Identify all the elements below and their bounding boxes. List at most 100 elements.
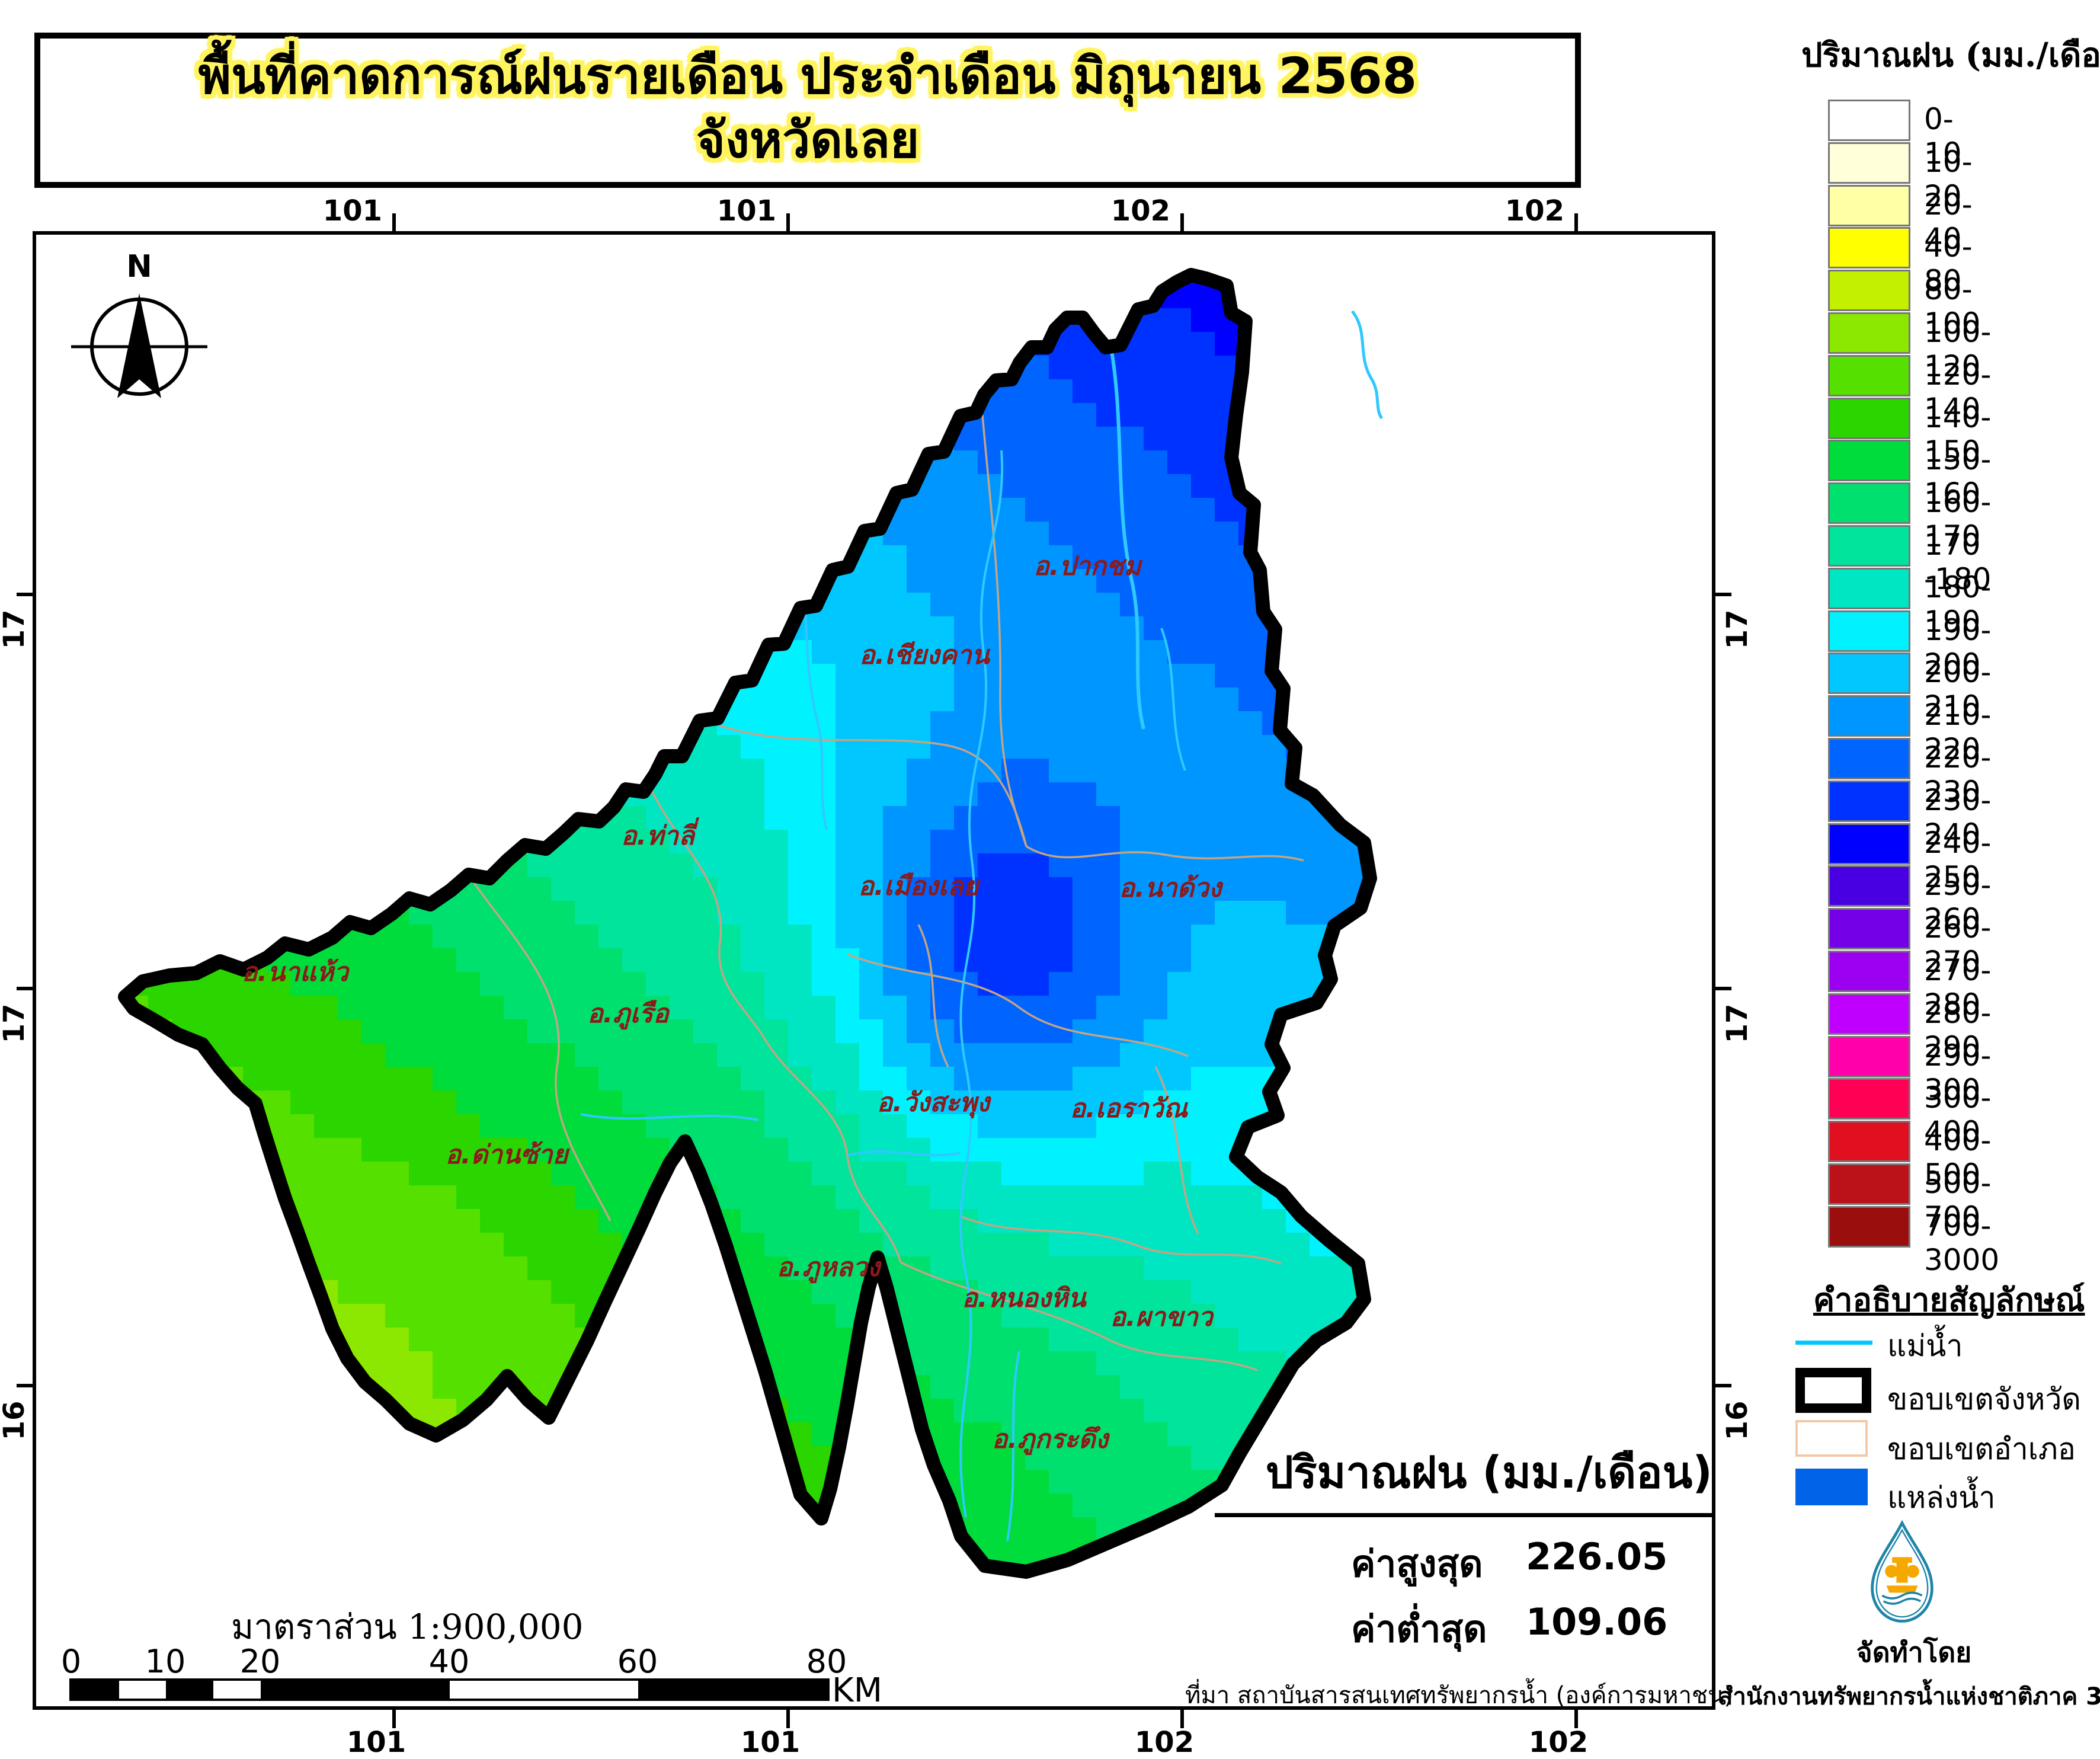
- scale-unit: KM: [832, 1671, 883, 1710]
- legend-swatch: [1828, 312, 1910, 354]
- legend-swatch: [1828, 610, 1910, 652]
- page-subtitle: จังหวัดเลย: [696, 110, 920, 169]
- district-label: อ.เอราวัณ: [1070, 1093, 1188, 1124]
- legend-range-label: 150-160: [1924, 442, 1992, 511]
- legend-swatch: [1828, 1078, 1910, 1120]
- district-label: อ.ภูหลวง: [776, 1252, 881, 1283]
- legend-swatch: [1828, 100, 1910, 141]
- district-label: อ.ภูกระดึง: [991, 1424, 1109, 1454]
- legend-swatch: [1828, 354, 1910, 396]
- coord-tick-left: [17, 1384, 34, 1387]
- scale-text: มาตราส่วน 1:900,000: [231, 1607, 584, 1647]
- coord-label-bottom: 101: [740, 1726, 801, 1759]
- legend-range-label: 40-80: [1924, 229, 1973, 299]
- legend-swatch: [1828, 1205, 1910, 1248]
- scale-bar: [69, 1678, 830, 1701]
- coord-tick-right: [1714, 1384, 1731, 1387]
- coord-tick-left: [17, 987, 34, 990]
- legend-range-label: 260-270: [1924, 910, 1992, 980]
- legend-range-label: 190-200: [1924, 612, 1992, 682]
- source-text: ที่มา สถาบันสารสนเทศทรัพยากรน้ำ (องค์การ…: [1185, 1682, 1733, 1709]
- stat-max-value: 226.05: [1526, 1535, 1668, 1578]
- scale-tick-label: 10: [145, 1643, 186, 1680]
- legend-swatch: [1828, 482, 1910, 524]
- district-boundary-lines: [473, 414, 1304, 1371]
- coord-label-left: 17: [0, 1003, 31, 1044]
- legend-range-label: 170 -180: [1924, 527, 1992, 596]
- stat-min-value: 109.06: [1526, 1600, 1668, 1643]
- coord-tick-right: [1714, 987, 1731, 990]
- scale-tick-label: 0: [60, 1643, 82, 1680]
- legend-swatch: [1828, 1121, 1910, 1163]
- legend-swatch: [1828, 738, 1910, 779]
- coord-tick-right: [1714, 593, 1731, 596]
- legend-range-label: 240-250: [1924, 825, 1992, 894]
- district-border-label: ขอบเขตอำเภอ: [1887, 1432, 2076, 1466]
- coord-label-right: 17: [1721, 609, 1754, 650]
- coord-label-top: 102: [1110, 194, 1170, 228]
- district-label: อ.หนองหิน: [962, 1283, 1086, 1313]
- legend-swatch: [1828, 440, 1910, 482]
- legend-range-label: 220-230: [1924, 740, 1992, 809]
- legend-range-label: 500-700: [1924, 1166, 1992, 1235]
- legend-swatch: [1828, 780, 1910, 822]
- legend-range-label: 0-10: [1924, 102, 1962, 171]
- province-map: [118, 268, 1384, 1579]
- scale-tick-label: 40: [428, 1643, 470, 1680]
- stat-max-label: ค่าสูงสุด: [1351, 1542, 1483, 1585]
- water-body-label: แหล่งน้ำ: [1887, 1480, 1996, 1515]
- compass-icon: [71, 293, 207, 398]
- legend-range-label: 180-190: [1924, 570, 1992, 639]
- legend-range-label: 210-220: [1924, 698, 1992, 767]
- coord-label-top: 102: [1504, 194, 1564, 228]
- coord-label-left: 17: [0, 609, 31, 650]
- legend-range-label: 250-260: [1924, 868, 1992, 937]
- province-border-symbol: [1795, 1368, 1871, 1413]
- legend-range-label: 120-140: [1924, 357, 1992, 426]
- scale-tick-label: 80: [806, 1643, 847, 1680]
- credit-prepared-by: จัดทำโดย: [1856, 1636, 1972, 1668]
- legend-swatch: [1828, 567, 1910, 609]
- legend-range-label: 100-120: [1924, 315, 1992, 383]
- legend-swatch: [1828, 695, 1910, 737]
- legend-swatch: [1828, 993, 1910, 1035]
- river-symbol: [1795, 1341, 1872, 1345]
- district-label: อ.เมืองเลย: [858, 871, 979, 901]
- mekong-river-outside: [1351, 310, 1384, 420]
- legend-swatch: [1828, 1035, 1910, 1077]
- district-label: อ.ภูเรือ: [587, 999, 669, 1029]
- coord-label-bottom: 102: [1134, 1726, 1195, 1759]
- coord-tick-top: [786, 213, 790, 231]
- coord-label-bottom: 101: [346, 1726, 406, 1759]
- stats-header: ปริมาณฝน (มม./เดือน): [1215, 1437, 1712, 1517]
- legend-swatch: [1828, 142, 1910, 184]
- coord-tick-bottom: [786, 1707, 790, 1728]
- coord-label-top: 101: [716, 194, 776, 228]
- stat-min-label: ค่าต่ำสุด: [1351, 1607, 1487, 1651]
- river-lines: [580, 331, 1186, 1541]
- river-symbol-label: แม่น้ำ: [1887, 1329, 1963, 1363]
- scale-tick-label: 20: [239, 1643, 281, 1680]
- legend-swatch: [1828, 227, 1910, 269]
- legend-range-label: 300-400: [1924, 1080, 1992, 1150]
- legend-range-label: 20-40: [1924, 187, 1973, 256]
- credit-agency: สำนักงานทรัพยากรน้ำแห่งชาติภาค 3: [1718, 1683, 2100, 1710]
- coord-tick-bottom: [392, 1707, 396, 1728]
- district-label: อ.เชียงคาน: [859, 640, 990, 670]
- legend-swatch: [1828, 397, 1910, 439]
- coord-tick-top: [392, 213, 396, 231]
- coord-tick-top: [1180, 213, 1184, 231]
- agency-logo: [1871, 1520, 1933, 1623]
- legend-range-label: 290-300: [1924, 1038, 1992, 1107]
- legend-swatch: [1828, 525, 1910, 567]
- province-outline: [118, 268, 1377, 1579]
- legend-range-label: 80-100: [1924, 272, 1981, 341]
- legend-swatch: [1828, 1163, 1910, 1205]
- coord-label-top: 101: [322, 194, 382, 228]
- legend-title: ปริมาณฝน (มม./เดือน): [1801, 36, 2100, 75]
- district-label: อ.ผาขาว: [1110, 1302, 1213, 1332]
- legend-range-label: 270-280: [1924, 953, 1992, 1022]
- legend-swatch: [1828, 184, 1910, 226]
- district-label: อ.ท่าลี่: [621, 821, 694, 851]
- district-label: อ.นาแห้ว: [242, 957, 348, 987]
